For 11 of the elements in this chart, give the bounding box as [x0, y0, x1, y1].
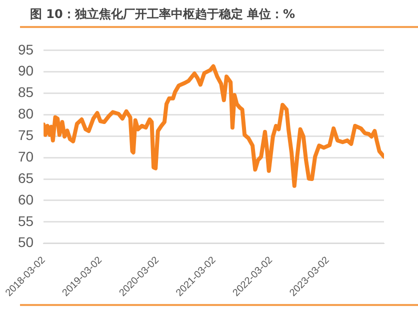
- chart-title: 图 10：独立焦化厂开工率中枢趋于稳定 单位：%: [30, 6, 296, 23]
- y-tick-label: 75: [18, 127, 34, 144]
- y-tick-label: 90: [18, 62, 34, 79]
- y-tick-label: 80: [18, 106, 34, 122]
- y-tick-label: 50: [18, 234, 34, 250]
- y-tick-label: 60: [18, 191, 34, 208]
- y-tick-label: 85: [18, 84, 34, 100]
- y-tick-label: 70: [18, 148, 34, 164]
- y-tick-label: 65: [18, 170, 34, 186]
- y-tick-label: 55: [18, 212, 34, 229]
- y-tick-label: 95: [18, 41, 34, 58]
